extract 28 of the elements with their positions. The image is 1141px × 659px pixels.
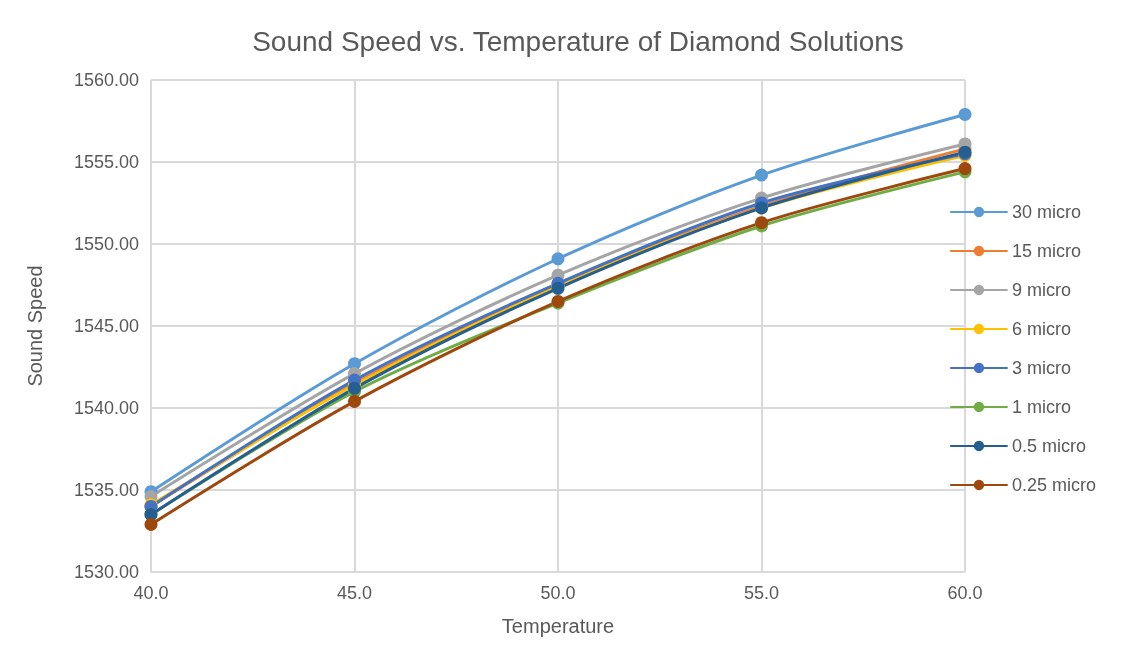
- x-tick-label: 40.0: [133, 583, 169, 603]
- point: [755, 168, 768, 182]
- chart-title: Sound Speed vs. Temperature of Diamond Solutions: [252, 25, 904, 57]
- x-tick-label: 60.0: [947, 583, 983, 603]
- x-tick-label: 50.0: [540, 583, 576, 603]
- point: [348, 394, 361, 408]
- legend-label: 3 micro: [1011, 358, 1071, 378]
- legend-label: 6 micro: [1011, 319, 1071, 339]
- point: [551, 252, 565, 266]
- legend-label: 0.25 micro: [1011, 475, 1097, 495]
- legend-label: 15 micro: [1011, 241, 1081, 261]
- x-tick-label: 45.0: [336, 583, 373, 603]
- legend-label: 1 micro: [1011, 397, 1071, 417]
- legend-label: 0.5 micro: [1011, 436, 1086, 456]
- y-tick-label: 1555.00: [73, 152, 139, 172]
- point: [144, 517, 158, 531]
- y-tick-label: 1545.00: [73, 316, 139, 336]
- y-axis-title: Sound Speed: [24, 265, 46, 387]
- y-tick-label: 1540.00: [73, 398, 139, 418]
- y-tick-label: 1560.00: [73, 70, 139, 90]
- y-tick-label: 1530.00: [73, 562, 139, 582]
- legend-label: 9 micro: [1011, 280, 1071, 300]
- legend-label: 30 micro: [1011, 202, 1081, 222]
- x-tick-label: 55.0: [743, 583, 780, 603]
- y-tick-label: 1535.00: [73, 480, 139, 500]
- y-tick-label: 1550.00: [73, 234, 139, 254]
- x-axis-title: Temperature: [501, 615, 615, 637]
- point: [958, 107, 972, 121]
